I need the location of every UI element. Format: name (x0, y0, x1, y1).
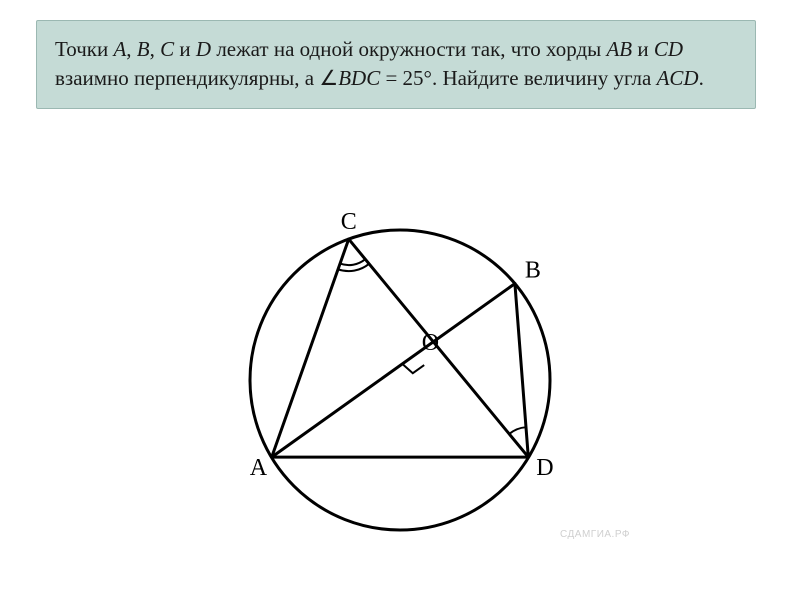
t1: A (113, 37, 126, 61)
t8: лежат на одной окружности так, что хорды (211, 37, 606, 61)
svg-text:B: B (525, 258, 541, 284)
t7: D (196, 37, 211, 61)
t0: Точки (55, 37, 113, 61)
svg-text:O: O (422, 330, 439, 356)
t13: BDC (338, 66, 380, 90)
svg-text:C: C (341, 209, 357, 235)
t9: AB (606, 37, 632, 61)
diagram-container: A B C D O (0, 180, 800, 580)
t16: . (699, 66, 704, 90)
t6: и (174, 37, 196, 61)
t3: B (137, 37, 150, 61)
problem-box: Точки A, B, C и D лежат на одной окружно… (36, 20, 756, 109)
t5: C (160, 37, 174, 61)
t14: = 25°. Найдите величину угла (380, 66, 656, 90)
problem-text: Точки A, B, C и D лежат на одной окружно… (55, 35, 737, 94)
t15: ACD (657, 66, 699, 90)
t12: взаимно перпендикулярны, а ∠ (55, 66, 338, 90)
svg-text:D: D (536, 455, 553, 481)
t4: , (150, 37, 161, 61)
t2: , (126, 37, 137, 61)
t11: CD (654, 37, 683, 61)
t10: и (632, 37, 654, 61)
watermark: СДАМГИА.РФ (560, 529, 630, 540)
circle-diagram: A B C D O (200, 180, 600, 560)
svg-text:A: A (250, 455, 268, 481)
